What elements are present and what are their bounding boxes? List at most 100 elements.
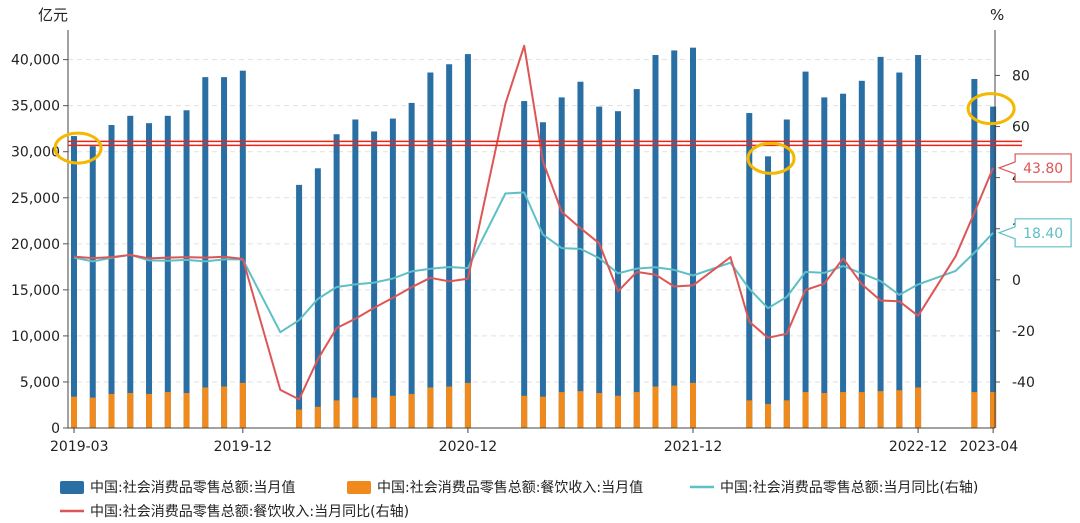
bar-series-0 [71,47,997,429]
retail-bar-2021-12 [689,47,696,428]
catering-bar-2022-09 [858,392,865,428]
left-tick-label-8: 40,000 [11,53,60,69]
retail-bar-2020-05 [333,134,340,428]
retail-bar-2019-07 [146,123,153,429]
catering-bar-2020-08 [389,395,396,428]
retail-bar-2022-08 [840,93,847,428]
legend-item-1: 中国:社会消费品零售总额:餐饮收入:当月值 [347,480,643,496]
legend-label-2: 中国:社会消费品零售总额:当月同比(右轴) [720,480,978,496]
retail-bar-2020-12 [464,54,471,428]
catering-bar-2019-09 [183,393,190,428]
callout-box-1 [997,218,1072,248]
catering-bar-2019-07 [146,393,153,428]
legend-item-0: 中国:社会消费品零售总额:当月值 [60,480,295,496]
catering-bar-2022-08 [840,392,847,428]
catering-bar-2021-09 [633,392,640,428]
retail-bar-2019-10 [202,77,209,428]
annotations: 43.80 18.40 [53,92,1072,248]
catering-bar-2020-10 [427,387,434,428]
catering-bar-2020-05 [333,400,340,428]
catering-bar-2022-11 [896,390,903,428]
retail-bar-2022-10 [877,56,884,429]
x-tick-label-5: 2023-04 [960,439,1019,455]
highlight-circle-2022-04 [746,141,796,175]
highlight-circle-2023-04 [966,92,1016,126]
catering-bar-2022-05 [783,400,790,428]
line-series-0 [73,191,994,334]
retail-bar-2022-06 [802,71,809,428]
x-tick-label-3: 2021-12 [664,439,723,455]
catering-bar-2019-06 [127,393,134,428]
retail-bar-2021-05 [558,97,565,428]
retail-bar-2020-11 [446,64,453,429]
x-tick-label-4: 2022-12 [889,439,948,455]
x-tick-label-0: 2019-03 [50,439,109,455]
retail-bar-2022-12 [915,55,922,428]
retail-bar-2020-10 [427,72,434,428]
right-tick-label-5: 60 [1012,120,1030,136]
catering-bar-2020-06 [352,397,359,428]
retail-bar-2019-06 [127,115,134,428]
right-tick-label-0: -40 [1012,375,1035,391]
catering-bar-2019-08 [164,392,171,428]
retail-bar-2021-07 [596,106,603,429]
retail-bar-2020-07 [371,131,378,429]
catering-bar-2019-12 [239,382,246,428]
retail-bar-2021-11 [671,50,678,428]
retail-bar-2020-03 [296,184,303,428]
retail-bar-2019-12 [239,70,246,428]
retail-bar-2022-04 [765,156,772,429]
retail-bar-2022-07 [821,97,828,428]
legend-swatch-1 [347,481,371,494]
catering-bar-2020-12 [464,382,471,428]
retail-bar-2022-05 [783,119,790,428]
retail-bar-2021-06 [577,81,584,429]
left-tick-label-2: 10,000 [11,329,60,345]
catering-bar-2019-10 [202,387,209,428]
retail-bar-2019-09 [183,110,190,429]
catering-bar-2019-03 [71,396,77,428]
retail-bar-2020-09 [408,102,415,429]
catering-bar-2021-12 [689,382,696,428]
retail-bar-2023-04 [990,106,997,429]
retail-bar-2021-04 [539,122,546,428]
catering-bar-2020-11 [446,386,453,428]
retail-bar-2021-08 [614,111,621,428]
catering-bar-2020-04 [314,406,321,428]
left-tick-label-3: 15,000 [11,283,60,299]
catering-bar-2019-11 [221,386,228,428]
legend-label-1: 中国:社会消费品零售总额:餐饮收入:当月值 [377,480,643,496]
retail-bar-2022-11 [896,72,903,428]
axes: 0 5,000 10,000 15,000 20,000 25,000 30,000 35,0… [11,30,1035,455]
catering-bar-2020-07 [371,397,378,428]
catering-bar-2021-05 [558,392,565,428]
x-tick-label-2: 2020-12 [439,439,498,455]
retail-bar-2019-05 [108,125,115,429]
bar-series-1 [71,382,997,428]
left-tick-label-4: 20,000 [11,237,60,253]
highlight-circle-2019-03 [53,131,103,165]
left-tick-label-6: 30,000 [11,145,60,161]
retail-bar-2019-03 [71,136,77,428]
catering-bar-2021-08 [614,395,621,428]
catering-bar-2020-03 [296,409,303,428]
callout-box-0 [997,153,1072,183]
catering-bar-2022-07 [821,393,828,428]
catering-bar-2021-07 [596,393,603,428]
catering-bar-2022-10 [877,391,884,428]
retail-bar-2019-11 [221,77,228,428]
catering-bar-2019-05 [108,393,115,428]
catering-bar-2023-03 [971,392,978,428]
right-tick-label-2: 0 [1012,273,1021,289]
left-tick-label-7: 35,000 [11,99,60,115]
callout-label-1: 18.40 [1023,226,1063,242]
retail-bar-2021-09 [633,89,640,429]
retail-bar-2021-03 [521,101,528,429]
catering-bar-2021-10 [652,386,659,428]
catering-bar-2022-06 [802,392,809,428]
x-tick-label-1: 2019-12 [214,439,273,455]
callout-label-0: 43.80 [1023,161,1063,177]
catering-bar-2019-04 [89,397,96,428]
catering-bar-2022-03 [746,400,753,428]
